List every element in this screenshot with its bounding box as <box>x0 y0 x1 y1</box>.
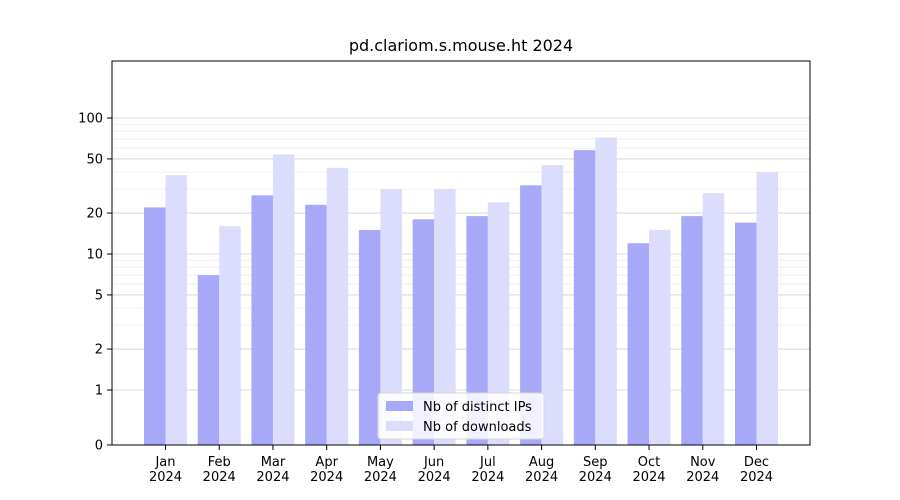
bar-distinct-ips <box>573 150 596 445</box>
y-tick-label: 2 <box>95 343 103 358</box>
bar-downloads <box>219 226 241 445</box>
bar-downloads <box>756 172 778 445</box>
x-tick-label: 2024 <box>525 470 558 485</box>
x-axis: Jan2024Feb2024Mar2024Apr2024May2024Jun20… <box>149 445 773 485</box>
bar-distinct-ips <box>466 216 488 445</box>
bar-distinct-ips <box>358 230 381 445</box>
legend-box <box>377 392 545 440</box>
y-tick-label: 10 <box>86 248 103 263</box>
x-tick-label: 2024 <box>579 470 612 485</box>
x-tick-label: Mar <box>261 455 286 470</box>
bar-distinct-ips <box>735 222 757 445</box>
bar-downloads <box>595 137 617 446</box>
chart-title: pd.clariom.s.mouse.ht 2024 <box>349 36 573 55</box>
bar-distinct-ips <box>627 243 650 445</box>
x-tick-label: Jan <box>154 455 175 470</box>
y-tick-label: 5 <box>95 288 103 303</box>
bar-downloads <box>487 202 510 445</box>
bar-downloads <box>165 175 187 446</box>
x-tick-label: Nov <box>690 455 716 470</box>
x-tick-label: May <box>367 455 394 470</box>
bar-downloads <box>326 167 349 445</box>
y-tick-label: 1 <box>95 384 103 399</box>
bar-downloads <box>434 189 456 445</box>
x-tick-label: Sep <box>583 455 608 470</box>
legend-swatch <box>386 421 413 431</box>
plot-frame <box>111 60 811 446</box>
x-tick-label: Apr <box>315 455 338 470</box>
x-tick-label: Aug <box>529 455 554 470</box>
bar-distinct-ips <box>144 207 166 445</box>
x-tick-label: 2024 <box>256 470 289 485</box>
bar-distinct-ips <box>520 185 542 445</box>
bar-distinct-ips <box>251 195 273 445</box>
legend: Nb of distinct IPs Nb of downloads <box>377 392 545 440</box>
bars <box>144 137 778 446</box>
x-tick-label: Oct <box>638 455 660 470</box>
x-tick-label: 2024 <box>471 470 504 485</box>
x-tick-label: 2024 <box>364 470 397 485</box>
x-tick-label: 2024 <box>310 470 343 485</box>
y-tick-label: 100 <box>78 112 103 127</box>
legend-label: Nb of downloads <box>423 420 532 435</box>
x-tick-label: 2024 <box>740 470 773 485</box>
bar-distinct-ips <box>412 219 435 445</box>
y-tick-label: 20 <box>86 207 103 222</box>
y-tick-label: 50 <box>86 152 103 167</box>
bar-downloads <box>541 165 564 446</box>
x-tick-label: Feb <box>208 455 231 470</box>
bar-downloads <box>702 193 725 445</box>
bar-downloads <box>649 230 671 445</box>
bar-distinct-ips <box>305 204 327 445</box>
y-tick-label: 0 <box>95 439 103 454</box>
x-tick-label: 2024 <box>418 470 451 485</box>
bar-distinct-ips <box>197 275 220 445</box>
x-tick-label: 2024 <box>686 470 719 485</box>
legend-label: Nb of distinct IPs <box>423 400 532 415</box>
bar-distinct-ips <box>681 216 703 445</box>
x-tick-label: Jul <box>479 455 496 470</box>
bar-downloads <box>380 189 402 445</box>
x-tick-label: 2024 <box>632 470 665 485</box>
x-tick-label: Jun <box>423 455 444 470</box>
y-axis: 0 1 2 5 10 20 50 100 <box>78 112 112 454</box>
bar-downloads <box>272 154 295 445</box>
x-tick-label: 2024 <box>203 470 236 485</box>
legend-swatch <box>386 401 413 411</box>
x-tick-label: 2024 <box>149 470 182 485</box>
x-tick-label: Dec <box>744 455 769 470</box>
